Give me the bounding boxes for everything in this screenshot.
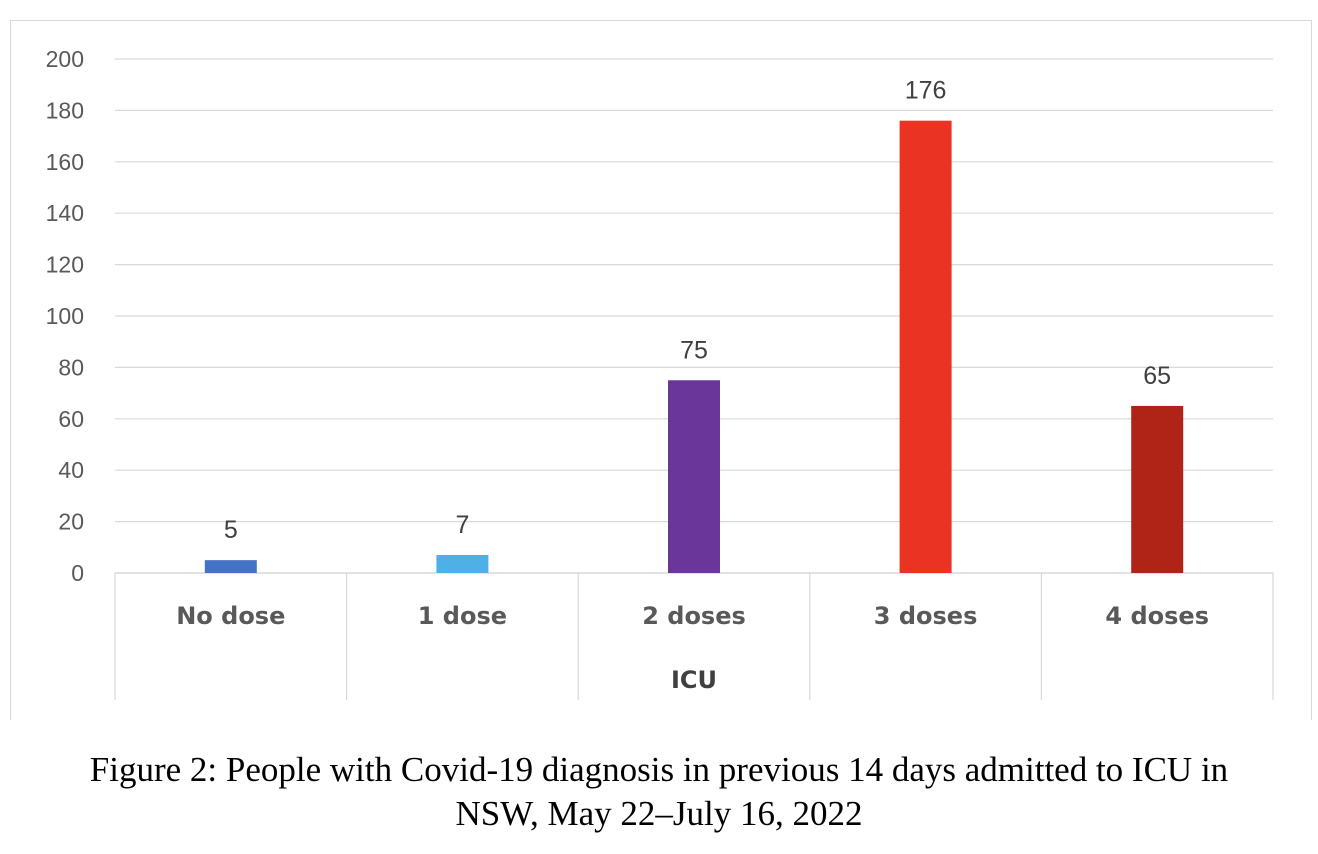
y-tick-label: 160: [46, 149, 84, 175]
y-tick-label: 180: [46, 97, 84, 123]
chart-frame: [10, 20, 1312, 720]
data-label: 5: [224, 516, 238, 544]
data-label: 75: [680, 336, 708, 364]
bar: [204, 560, 257, 573]
y-tick-label: 140: [46, 200, 84, 226]
y-tick-label: 120: [46, 252, 84, 278]
y-tick-label: 20: [58, 509, 84, 535]
caption-line-2: NSW, May 22–July 16, 2022: [455, 794, 863, 833]
y-tick-label: 200: [46, 46, 84, 72]
data-label: 176: [905, 77, 947, 105]
y-tick-label: 60: [58, 406, 84, 432]
data-label: 65: [1143, 362, 1171, 390]
data-label: 7: [455, 511, 469, 539]
figure-caption: Figure 2: People with Covid-19 diagnosis…: [0, 748, 1318, 836]
y-tick-label: 100: [46, 303, 84, 329]
x-category-label: 4 doses: [1105, 602, 1209, 630]
x-category-label: 3 doses: [874, 602, 978, 630]
bar: [668, 380, 720, 573]
y-tick-label: 0: [71, 560, 84, 586]
bar-chart: 0 20 40 60 80 100 120 140 160 180 200 5 No dose 7 1 do…: [46, 46, 1274, 700]
y-tick-label: 40: [58, 457, 84, 483]
bar: [436, 555, 489, 573]
x-axis-title: ICU: [671, 666, 717, 694]
caption-line-1: Figure 2: People with Covid-19 diagnosis…: [89, 750, 1229, 789]
x-category-label: 2 doses: [642, 602, 746, 630]
bar: [1131, 405, 1184, 573]
bar: [899, 120, 952, 574]
x-category-label: 1 dose: [418, 602, 507, 630]
y-tick-label: 80: [58, 354, 84, 380]
x-category-label: No dose: [176, 602, 285, 630]
